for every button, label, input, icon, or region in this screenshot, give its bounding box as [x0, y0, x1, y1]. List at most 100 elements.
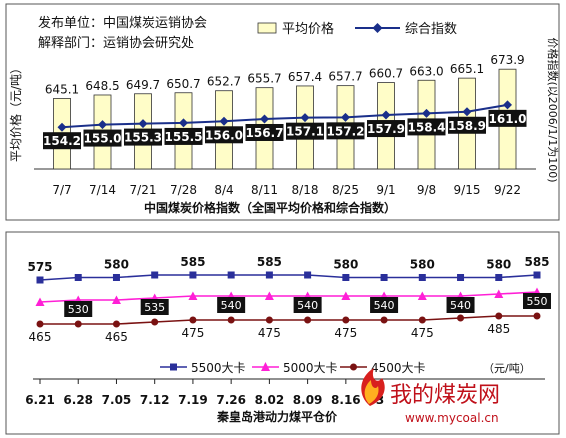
value-label-5000: 530 — [68, 303, 89, 316]
x-tick-labels: 6.21 6.28 7.05 7.12 7.19 7.26 8.02 8.09 8.16 3 — [25, 379, 384, 407]
value-label-5000: 535 — [144, 301, 165, 314]
legend-marker-4500 — [350, 363, 357, 371]
series-marker — [533, 312, 541, 320]
legend-marker-5000 — [261, 362, 270, 371]
publisher-line: 发布单位：中国煤炭运销协会 — [38, 15, 207, 31]
x-tick-label: 9/15 — [454, 183, 481, 197]
series-marker — [342, 316, 350, 324]
price-value-label: 657.7 — [328, 70, 362, 84]
series-marker — [112, 320, 120, 328]
x-tick-label: 8/11 — [251, 183, 278, 197]
index-label-box — [164, 127, 203, 145]
value-label-box-5000 — [446, 297, 475, 313]
x-tick-label: 8.16 — [331, 393, 361, 407]
value-label-box-5000 — [64, 301, 93, 317]
price-value-label: 652.7 — [207, 75, 241, 89]
index-marker — [98, 120, 107, 130]
x-tick-label: 8.02 — [255, 393, 285, 407]
series-marker — [533, 271, 541, 279]
x-tick-label: 6.28 — [63, 393, 93, 407]
index-label-box — [124, 128, 162, 146]
series-marker — [188, 291, 198, 300]
series-line — [40, 315, 537, 325]
value-label-4500: 465 — [105, 330, 128, 344]
index-marker — [179, 118, 188, 128]
price-value-label: 649.7 — [126, 78, 160, 92]
index-label-box — [367, 120, 405, 138]
value-label-5000: 540 — [221, 299, 242, 312]
index-marker — [57, 122, 67, 132]
value-label-4500: 485 — [487, 322, 510, 336]
index-marker — [341, 112, 350, 122]
index-marker — [219, 116, 229, 126]
value-label-5000: 540 — [374, 299, 395, 312]
series-marker — [341, 291, 351, 300]
x-tick-labels: 7/7 7/14 7/21 7/28 8/4 8/11 8/18 8/25 9/1 9/8 9/15… — [52, 183, 521, 197]
index-value-label: 155.5 — [165, 130, 203, 144]
qinhuangdao-thermal-coal-chart: 575 580 585 585 580 580 580 585 530 535 540 540 540 5… — [5, 231, 560, 435]
index-value-label: 155.3 — [124, 131, 162, 145]
index-marker — [260, 114, 269, 124]
y-axis-label-right: 价格指数(以2006/1/1为100) — [546, 38, 560, 183]
legend-label-5000: 5000大卡 — [283, 361, 338, 375]
index-line — [61, 103, 508, 129]
index-value-label: 161.0 — [489, 112, 527, 126]
series-marker — [342, 274, 350, 281]
value-label-5000: 550 — [527, 295, 548, 308]
price-value-label: 645.1 — [45, 82, 79, 96]
value-label-5500: 580 — [104, 258, 129, 272]
series-marker — [417, 291, 427, 300]
x-tick-label: 7/21 — [130, 183, 157, 197]
value-label-5500: 585 — [180, 255, 205, 269]
legend: 平均价格 综合指数 — [257, 21, 457, 37]
series-marker — [227, 271, 235, 279]
watermark-name: 我的煤炭网 — [390, 383, 500, 408]
series-marker — [36, 276, 44, 284]
value-label-4500: 465 — [29, 330, 52, 344]
series-marker — [457, 314, 465, 322]
x-tick-label-partial: 3 — [376, 393, 384, 407]
index-value-label: 154.2 — [43, 134, 81, 148]
series-group: 575 580 585 585 580 580 580 585 530 535 540 540 540 5… — [27, 255, 551, 344]
index-value-label: 157.2 — [327, 124, 365, 138]
chart-frame — [5, 231, 560, 435]
x-tick-label: 7.26 — [216, 393, 246, 407]
series-marker — [151, 318, 159, 326]
index-value-label: 157.9 — [367, 122, 405, 136]
value-label-5500: 580 — [486, 258, 511, 272]
price-value-label: 650.7 — [166, 77, 200, 91]
x-tick-label: 8/4 — [214, 183, 233, 197]
series-marker — [494, 289, 504, 298]
department-line: 解释部门：运销协会研究处 — [38, 36, 194, 51]
series-line — [39, 274, 538, 281]
unit-label: （元/吨） — [483, 362, 531, 375]
series-marker — [418, 274, 426, 281]
value-label-5500: 585 — [257, 255, 282, 269]
flame-logo — [361, 368, 385, 406]
price-value-label: 665.1 — [450, 62, 484, 76]
index-value-label: 158.9 — [448, 119, 486, 133]
price-value-label: 660.7 — [369, 67, 403, 81]
x-tick-label: 9/22 — [494, 183, 521, 197]
index-value-label: 157.1 — [286, 125, 324, 139]
series-marker — [265, 316, 273, 324]
legend: 5500大卡 5000大卡 4500大卡 （元/吨） — [160, 361, 531, 375]
x-tick-label: 7.12 — [140, 393, 170, 407]
value-label-5500: 585 — [524, 255, 549, 269]
index-value-label: 155.0 — [84, 132, 122, 146]
x-tick-label: 6.21 — [25, 393, 55, 407]
legend-diamond-marker — [372, 23, 383, 33]
price-value-label: 657.4 — [288, 70, 322, 84]
index-label-box — [326, 122, 365, 140]
index-label-box — [83, 129, 122, 147]
legend-label-5500: 5500大卡 — [191, 361, 246, 375]
index-marker — [138, 119, 148, 129]
series-marker — [457, 274, 465, 281]
x-axis-title: 秦皇岛港动力煤平仓价 — [216, 409, 338, 424]
series-marker — [264, 291, 274, 300]
index-label-box — [488, 109, 527, 127]
index-value-label: 158.4 — [408, 120, 446, 134]
index-marker — [503, 100, 512, 110]
legend-label-index: 综合指数 — [405, 22, 457, 37]
value-label-box-5000 — [523, 293, 551, 309]
